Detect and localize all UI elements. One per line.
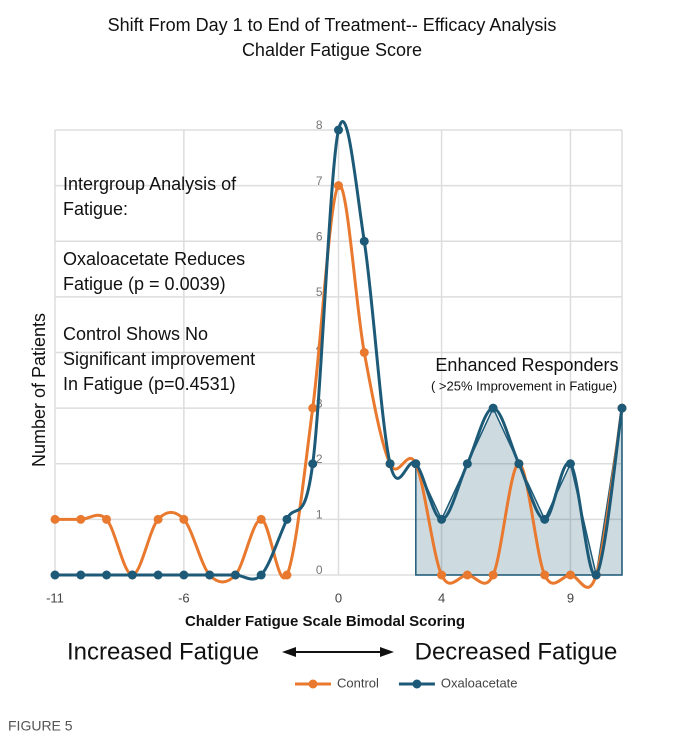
data-point: [256, 570, 266, 580]
data-point: [540, 570, 550, 580]
data-point: [76, 570, 86, 580]
data-point: [334, 181, 343, 191]
data-point: [565, 459, 575, 469]
double-arrow: [282, 647, 394, 657]
data-point: [437, 514, 447, 524]
x-tick-label: 0: [335, 590, 342, 605]
data-point: [359, 348, 369, 357]
data-point: [179, 514, 189, 524]
y-tick-label: 8: [316, 118, 323, 132]
data-point: [205, 570, 215, 580]
data-point: [127, 570, 137, 580]
annotation: Fatigue (p = 0.0039): [63, 274, 226, 294]
data-point: [308, 403, 318, 413]
y-tick-label: 2: [316, 452, 323, 466]
data-point: [230, 570, 240, 580]
legend-label: Oxaloacetate: [441, 675, 518, 690]
data-point: [50, 514, 60, 524]
data-point: [50, 570, 60, 580]
right-caption: Decreased Fatigue: [415, 638, 618, 665]
data-point: [565, 570, 575, 580]
legend-swatch: [308, 679, 318, 689]
data-point: [256, 514, 266, 524]
data-point: [282, 570, 292, 580]
y-tick-label: 6: [316, 229, 323, 243]
annotation: In Fatigue (p=0.4531): [63, 374, 236, 394]
annotation: Fatigue:: [63, 199, 128, 219]
data-point: [308, 459, 318, 469]
region-sublabel: ( >25% Improvement in Fatigue): [431, 378, 617, 393]
x-tick-label: -6: [178, 590, 190, 605]
data-point: [462, 570, 472, 580]
chart-title: Shift From Day 1 to End of Treatment-- E…: [108, 15, 557, 35]
y-axis-label: Number of Patients: [29, 313, 49, 467]
x-axis-label: Chalder Fatigue Scale Bimodal Scoring: [185, 613, 465, 630]
legend-swatch: [412, 679, 422, 689]
left-caption: Increased Fatigue: [67, 638, 259, 665]
y-tick-label: 7: [316, 174, 323, 188]
data-point: [411, 459, 421, 469]
legend-label: Control: [337, 675, 379, 690]
data-point: [76, 514, 86, 524]
annotation: Oxaloacetate Reduces: [63, 249, 245, 269]
annotation: Intergroup Analysis of: [63, 174, 237, 194]
data-point: [102, 570, 112, 580]
y-tick-label: 5: [316, 285, 323, 299]
y-tick-label: 1: [316, 508, 323, 522]
data-point: [591, 570, 601, 580]
data-point: [385, 459, 395, 469]
data-point: [153, 570, 163, 580]
data-point: [282, 514, 292, 524]
data-point: [514, 459, 524, 469]
data-point: [488, 570, 498, 580]
data-point: [359, 236, 369, 246]
y-tick-label: 0: [316, 563, 323, 577]
data-point: [462, 459, 472, 469]
x-tick-label: -11: [46, 590, 64, 605]
figure-label: FIGURE 5: [8, 718, 73, 734]
data-point: [488, 403, 498, 413]
data-point: [437, 570, 447, 580]
series-line: [55, 120, 624, 581]
region-label: Enhanced Responders: [435, 355, 618, 375]
data-point: [334, 125, 343, 135]
data-point: [102, 514, 112, 524]
data-point: [179, 570, 189, 580]
annotation: Significant improvement: [63, 349, 255, 369]
annotation: Control Shows No: [63, 324, 208, 344]
data-point: [153, 514, 163, 524]
data-point: [617, 403, 627, 413]
shaded-region: [415, 406, 623, 576]
series-line: [54, 184, 624, 589]
chart-title: Chalder Fatigue Score: [242, 40, 422, 60]
x-tick-label: 9: [567, 590, 574, 605]
data-point: [540, 514, 550, 524]
x-tick-label: 4: [438, 590, 445, 605]
